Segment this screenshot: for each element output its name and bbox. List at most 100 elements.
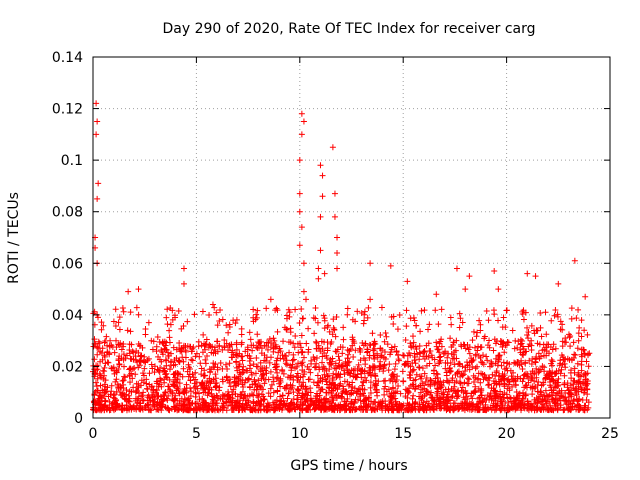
data-point: [189, 371, 196, 378]
data-point: [261, 357, 268, 364]
data-point: [517, 401, 524, 408]
data-point: [98, 319, 105, 326]
data-point: [392, 360, 399, 367]
data-point: [241, 379, 248, 386]
data-point: [582, 293, 589, 300]
data-point: [117, 383, 124, 390]
data-point: [214, 406, 221, 413]
data-point: [584, 331, 591, 338]
data-point: [343, 398, 350, 405]
y-tick-label: 0.12: [52, 102, 83, 118]
data-point: [472, 383, 479, 390]
data-point: [224, 365, 231, 372]
data-point: [470, 378, 477, 385]
data-point: [320, 364, 327, 371]
data-point: [158, 347, 165, 354]
data-point: [244, 352, 251, 359]
data-point: [399, 403, 406, 410]
data-point: [325, 405, 332, 412]
data-point: [94, 118, 101, 125]
data-point: [410, 314, 417, 321]
data-point: [274, 369, 281, 376]
data-point: [288, 364, 295, 371]
data-point: [214, 348, 221, 355]
data-point: [190, 374, 197, 381]
data-point: [221, 336, 228, 343]
data-point: [240, 395, 247, 402]
data-point: [208, 349, 215, 356]
data-point: [429, 397, 436, 404]
data-point: [175, 307, 182, 314]
data-point: [150, 387, 157, 394]
data-point: [266, 335, 273, 342]
data-point: [334, 346, 341, 353]
data-point: [504, 359, 511, 366]
data-point: [470, 372, 477, 379]
data-point: [115, 319, 122, 326]
data-point: [229, 347, 236, 354]
data-point: [491, 407, 498, 414]
data-point: [369, 330, 376, 337]
data-point: [323, 395, 330, 402]
data-point: [523, 382, 530, 389]
data-point: [484, 342, 491, 349]
data-point: [321, 371, 328, 378]
data-point: [227, 383, 234, 390]
data-point: [462, 345, 469, 352]
data-point: [119, 378, 126, 385]
data-point: [479, 359, 486, 366]
data-point: [464, 375, 471, 382]
data-point: [94, 375, 101, 382]
data-point: [116, 361, 123, 368]
data-point: [348, 367, 355, 374]
data-point: [180, 265, 187, 272]
data-point: [315, 275, 322, 282]
data-point: [194, 385, 201, 392]
data-point: [270, 335, 277, 342]
data-point: [206, 379, 213, 386]
data-point: [274, 328, 281, 335]
data-point: [113, 376, 120, 383]
data-point: [470, 356, 477, 363]
data-point: [444, 354, 451, 361]
data-point: [145, 407, 152, 414]
data-point: [361, 311, 368, 318]
data-point: [351, 406, 358, 413]
data-point: [342, 360, 349, 367]
axes: 0 5 10 15 20 25 0 0.02 0.04 0.06 0.08 0.1 0.12 0.14: [52, 50, 619, 442]
data-point: [264, 346, 271, 353]
data-point: [331, 365, 338, 372]
data-point: [568, 305, 575, 312]
data-point: [335, 370, 342, 377]
data-point: [173, 387, 180, 394]
data-point: [254, 331, 261, 338]
data-point: [535, 379, 542, 386]
data-point: [304, 392, 311, 399]
data-point: [193, 350, 200, 357]
data-point: [144, 402, 151, 409]
data-point: [207, 369, 214, 376]
data-point: [420, 404, 427, 411]
data-point: [162, 371, 169, 378]
data-point: [297, 344, 304, 351]
data-point: [300, 354, 307, 361]
data-point: [93, 131, 100, 138]
data-point: [394, 326, 401, 333]
data-point: [282, 360, 289, 367]
data-point: [167, 321, 174, 328]
data-point: [102, 389, 109, 396]
data-point: [145, 392, 152, 399]
data-point: [92, 340, 99, 347]
data-point: [246, 383, 253, 390]
data-point: [277, 377, 284, 384]
data-point: [290, 351, 297, 358]
data-point: [402, 386, 409, 393]
data-point: [246, 329, 253, 336]
data-point: [387, 393, 394, 400]
data-point: [202, 356, 209, 363]
data-point: [176, 400, 183, 407]
data-point: [452, 347, 459, 354]
data-point: [455, 402, 462, 409]
data-point: [127, 328, 134, 335]
